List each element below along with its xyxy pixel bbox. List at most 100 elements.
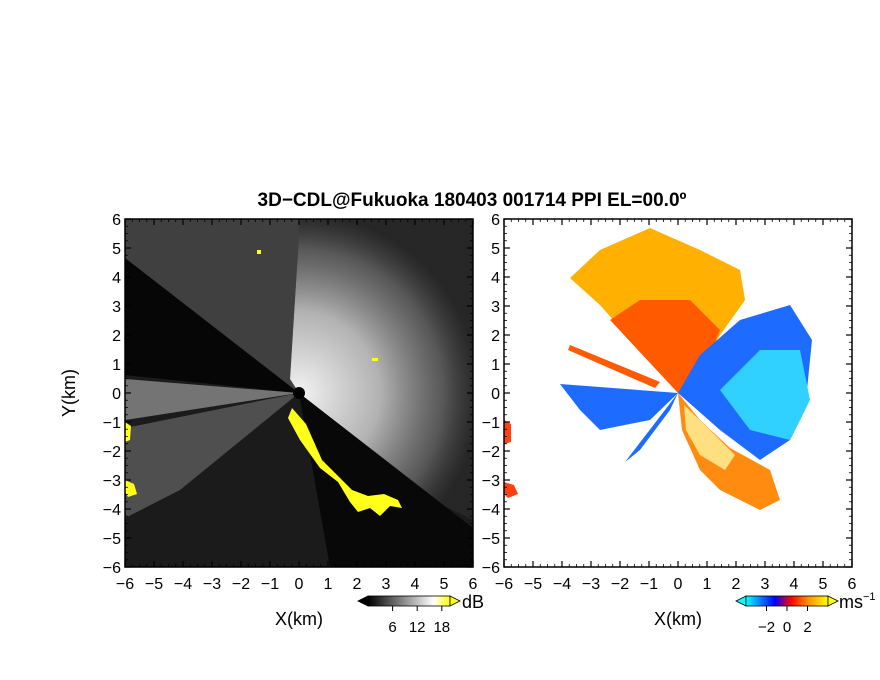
reflectivity-colorbar-bar	[367, 595, 451, 607]
reflectivity-x-tick-label: 5	[440, 576, 449, 593]
velocity-y-tick-label: 2	[491, 328, 500, 345]
velocity-colorbar: −2 0 2 ms−1	[735, 591, 876, 636]
velocity-panel: −6−6 −5 −5 −4 −4 −3 −3 −2 −2 −1 −1 0 0 1 1 2 2 3 3 4 4 5 5 6 6	[482, 212, 857, 593]
reflectivity-y-tick-label: −1	[103, 415, 121, 432]
reflectivity-x-tick-label: 6	[469, 576, 478, 593]
reflectivity-x-tick-label: −6	[116, 576, 134, 593]
reflectivity-panel: −6−6 −5 −5 −4 −4 −3 −3 −2 −2 −1 −1 0 0 1 1 2 2 3 3 4 4 5 5 6 6	[103, 212, 478, 593]
reflectivity-x-tick-label: 3	[382, 576, 391, 593]
reflectivity-high-echo-west-edge	[125, 422, 131, 442]
reflectivity-y-tick-label: 6	[112, 212, 121, 229]
reflectivity-high-echo-sw-edge	[125, 480, 137, 497]
velocity-y-tick-label: −4	[482, 502, 500, 519]
reflectivity-x-tick-label: −4	[174, 576, 192, 593]
velocity-x-tick-label: −1	[640, 576, 658, 593]
velocity-x-tick-label: −6	[495, 576, 513, 593]
velocity-colorbar-unit-exponent: −1	[863, 591, 876, 603]
velocity-colorbar-unit: ms−1	[839, 591, 876, 612]
reflectivity-colorbar: 6 12 18 dB	[357, 592, 484, 636]
chart-title: 3D−CDL@Fukuoka 180403 001714 PPI EL=00.0…	[258, 190, 687, 211]
reflectivity-echo-sector-west	[125, 379, 299, 420]
reflectivity-y-tick-label: 4	[112, 270, 121, 287]
reflectivity-y-tick-label: −5	[103, 531, 121, 548]
reflectivity-colorbar-unit: dB	[462, 592, 484, 612]
velocity-colorbar-tick-label: 2	[803, 619, 811, 636]
velocity-x-tick-label: 4	[790, 576, 799, 593]
reflectivity-colorbar-tick-label: 6	[388, 619, 396, 636]
reflectivity-colorbar-tick-label: 12	[409, 619, 426, 636]
reflectivity-y-tick-label: 0	[112, 386, 121, 403]
reflectivity-blind-wedge	[125, 258, 299, 393]
velocity-y-tick-label: −3	[482, 473, 500, 490]
reflectivity-y-tick-label: 2	[112, 328, 121, 345]
reflectivity-x-tick-label: 0	[295, 576, 304, 593]
reflectivity-high-echo	[288, 408, 402, 516]
velocity-x-tick-label: −2	[611, 576, 629, 593]
velocity-y-tick-label: −2	[482, 444, 500, 461]
reflectivity-blind-wedge-south	[299, 393, 473, 567]
velocity-x-tick-label: 3	[761, 576, 770, 593]
reflectivity-x-axis-label: X(km)	[275, 609, 323, 629]
velocity-x-tick-label: −5	[524, 576, 542, 593]
reflectivity-colorbar-high-arrow	[449, 595, 461, 607]
velocity-x-tick-label: 0	[674, 576, 683, 593]
velocity-approaching-light	[720, 350, 810, 440]
velocity-y-tick-label: 3	[491, 299, 500, 316]
reflectivity-colorbar-ticks: 6 12 18	[388, 606, 450, 636]
reflectivity-x-tick-label: −5	[145, 576, 163, 593]
velocity-x-axis-label: X(km)	[654, 609, 702, 629]
velocity-receding-se-core	[684, 405, 735, 470]
radar-site-marker	[293, 387, 305, 399]
reflectivity-x-tick-label: −1	[261, 576, 279, 593]
velocity-y-tick-label: 1	[491, 357, 500, 374]
velocity-colorbar-bar	[745, 595, 829, 607]
reflectivity-x-tick-label: −2	[232, 576, 250, 593]
velocity-colorbar-tick-label: −2	[758, 619, 775, 636]
reflectivity-y-tick-label: −3	[103, 473, 121, 490]
reflectivity-y-tick-label: 1	[112, 357, 121, 374]
velocity-y-tick-label: 4	[491, 270, 500, 287]
reflectivity-field	[125, 219, 473, 567]
velocity-y-tick-label: −1	[482, 415, 500, 432]
velocity-x-tick-label: −4	[553, 576, 571, 593]
reflectivity-y-axis-label: Y(km)	[59, 369, 79, 417]
velocity-receding-streak-nw	[568, 345, 660, 388]
reflectivity-echo-sector-southwest	[125, 393, 299, 518]
reflectivity-spot-east	[372, 358, 378, 361]
velocity-colorbar-unit-base: ms	[839, 592, 863, 612]
velocity-approaching-southwest	[625, 393, 678, 462]
reflectivity-x-tick-label: 4	[411, 576, 420, 593]
velocity-receding-west-edge	[504, 420, 511, 444]
velocity-x-tick-label: −3	[582, 576, 600, 593]
velocity-field	[504, 228, 812, 510]
reflectivity-spot-north	[257, 250, 261, 254]
velocity-y-tick-label: −6	[482, 560, 500, 577]
velocity-x-tick-label: 6	[848, 576, 857, 593]
velocity-x-tick-label: 5	[819, 576, 828, 593]
reflectivity-x-tick-label: 1	[324, 576, 333, 593]
velocity-colorbar-ticks: −2 0 2	[758, 606, 812, 636]
velocity-y-tick-label: 5	[491, 241, 500, 258]
velocity-receding-sw-edge	[504, 482, 518, 498]
reflectivity-y-tick-label: −4	[103, 502, 121, 519]
reflectivity-y-tick-label: 5	[112, 241, 121, 258]
velocity-y-tick-label: −5	[482, 531, 500, 548]
velocity-x-tick-label: 1	[703, 576, 712, 593]
reflectivity-colorbar-tick-label: 18	[433, 619, 450, 636]
reflectivity-y-tick-label: −6	[103, 560, 121, 577]
velocity-y-tick-label: 0	[491, 386, 500, 403]
velocity-y-tick-label: 6	[491, 212, 500, 229]
reflectivity-x-tick-label: −3	[203, 576, 221, 593]
velocity-ticks: −6−6 −5 −5 −4 −4 −3 −3 −2 −2 −1 −1 0 0 1 1 2 2 3 3 4 4 5 5 6 6	[482, 212, 857, 593]
reflectivity-y-tick-label: −2	[103, 444, 121, 461]
velocity-colorbar-tick-label: 0	[783, 619, 791, 636]
velocity-x-tick-label: 2	[732, 576, 741, 593]
reflectivity-echo-sector	[290, 219, 473, 520]
velocity-colorbar-low-arrow	[735, 595, 747, 607]
reflectivity-y-tick-label: 3	[112, 299, 121, 316]
reflectivity-ticks: −6−6 −5 −5 −4 −4 −3 −3 −2 −2 −1 −1 0 0 1 1 2 2 3 3 4 4 5 5 6 6	[103, 212, 478, 593]
reflectivity-colorbar-low-arrow	[357, 595, 369, 607]
reflectivity-echo-sector-northwest	[125, 219, 300, 393]
velocity-approaching-west	[560, 384, 678, 430]
